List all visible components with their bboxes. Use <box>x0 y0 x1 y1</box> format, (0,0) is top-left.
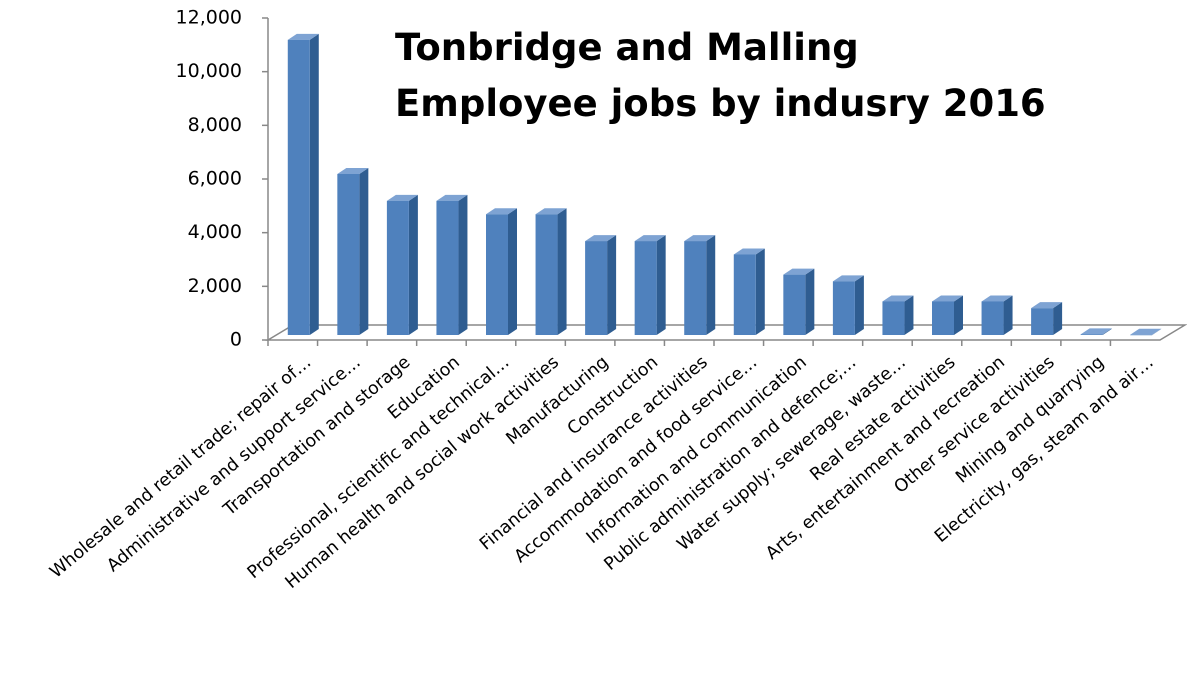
bar-side <box>1053 302 1063 335</box>
bar <box>733 254 756 335</box>
bar-side <box>1152 328 1162 335</box>
bar <box>932 301 954 335</box>
bar-group <box>386 194 418 335</box>
bar-side <box>1003 295 1013 335</box>
bar-side <box>508 208 517 335</box>
bar <box>486 214 508 335</box>
bar-top <box>783 268 815 275</box>
bar-top <box>1130 328 1162 335</box>
bar <box>1130 334 1153 336</box>
bar-group <box>882 295 914 335</box>
bar <box>882 301 905 335</box>
bar <box>1031 308 1054 335</box>
bar-group <box>1031 302 1063 335</box>
bar-side <box>854 275 864 335</box>
bar <box>832 281 855 335</box>
bar-group <box>535 208 567 335</box>
bar <box>535 214 558 335</box>
bar-side <box>954 295 963 335</box>
bar <box>684 241 707 335</box>
bar-side <box>805 268 815 335</box>
bar-group <box>783 268 815 335</box>
bar-group <box>436 194 468 335</box>
chart-title: Employee jobs by indusry 2016 <box>395 82 1046 125</box>
bar-top <box>832 275 864 282</box>
bar-side <box>458 194 468 335</box>
bar-side <box>1102 328 1112 335</box>
bar-group <box>634 235 666 335</box>
bar-top <box>486 208 517 215</box>
bar-top <box>1080 328 1112 335</box>
bar-group <box>981 295 1013 335</box>
bar <box>1080 334 1103 335</box>
bar-group <box>1130 328 1162 336</box>
bar <box>436 200 459 335</box>
y-tick-label: 2,000 <box>188 275 242 297</box>
bar-top <box>684 235 716 242</box>
bar-side <box>359 168 369 335</box>
bar-top <box>386 194 418 201</box>
bar-top <box>337 168 369 174</box>
bar-top <box>981 295 1013 302</box>
bar <box>634 241 657 335</box>
bar-side <box>607 235 617 335</box>
bar-group <box>1080 328 1112 335</box>
bar <box>386 200 409 335</box>
bar-group <box>585 235 617 335</box>
bar-group <box>684 235 716 335</box>
bar-top <box>882 295 914 302</box>
bar <box>783 274 806 335</box>
bar-side <box>656 235 666 335</box>
bar-side <box>309 33 319 335</box>
y-tick-label: 0 <box>230 329 242 351</box>
bar-group <box>337 168 369 335</box>
bar-side <box>706 235 716 335</box>
bar-group <box>832 275 864 335</box>
bar-top <box>585 235 617 242</box>
bar-side <box>408 194 418 335</box>
bar-top <box>733 248 765 255</box>
bar-group <box>287 33 319 335</box>
bar <box>585 241 608 335</box>
bar-group <box>486 208 517 335</box>
y-tick-label: 8,000 <box>188 114 242 136</box>
bar-group <box>733 248 765 335</box>
bar-top <box>932 295 963 302</box>
bar-group <box>932 295 963 335</box>
bar <box>981 301 1004 335</box>
bar-top <box>287 33 319 40</box>
chart-title: Tonbridge and Malling <box>395 26 859 69</box>
bar-side <box>904 295 914 335</box>
y-tick-label: 10,000 <box>176 60 242 82</box>
bar-top <box>1031 302 1063 309</box>
bar-side <box>557 208 567 335</box>
y-tick-label: 12,000 <box>176 7 242 29</box>
bar-top <box>436 194 468 201</box>
bar-top <box>634 235 666 242</box>
y-tick-label: 6,000 <box>188 168 242 190</box>
y-tick-label: 4,000 <box>188 221 242 243</box>
bar-side <box>755 248 765 335</box>
bar <box>287 39 310 335</box>
bar-top <box>535 208 567 215</box>
bar <box>337 174 360 335</box>
